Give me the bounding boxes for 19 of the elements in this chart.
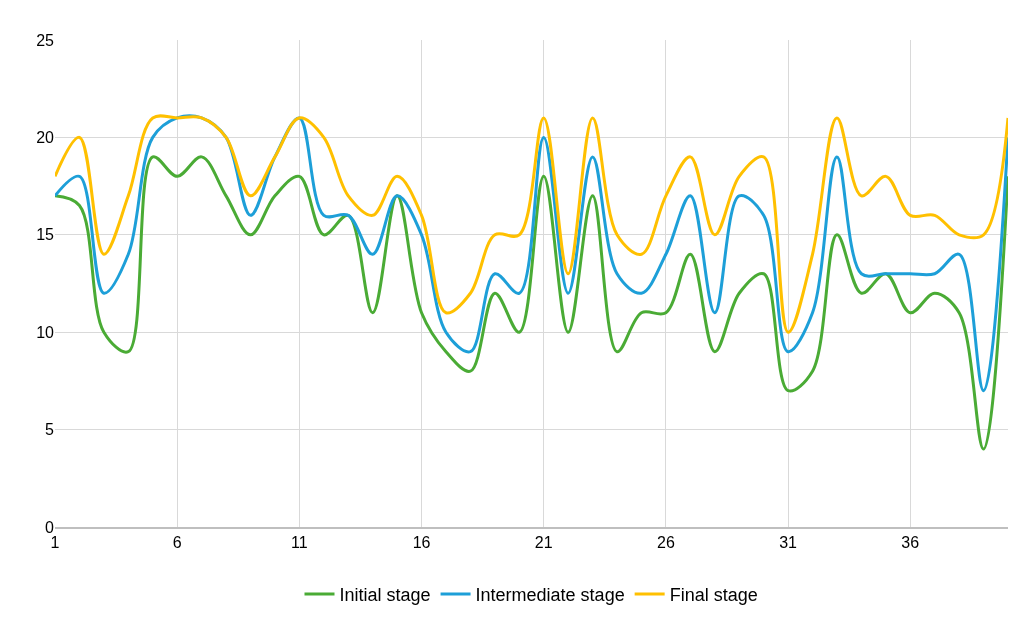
y-tick-label: 25 [36,31,55,49]
x-tick-label: 16 [412,534,431,552]
legend-label: Intermediate stage [475,584,625,605]
legend-label: Final stage [669,584,758,605]
x-tick-label: 36 [901,534,920,552]
x-tick-label: 26 [657,534,675,552]
y-tick-label: 10 [36,323,55,341]
y-tick-label: 5 [45,421,55,439]
x-tick-label: 6 [172,534,182,552]
y-tick-label: 15 [36,226,55,244]
x-tick-label: 21 [534,534,553,552]
y-tick-label: 0 [45,518,55,536]
x-tick-label: 11 [291,534,308,552]
x-tick-label: 31 [779,534,798,552]
legend-label: Initial stage [339,584,431,605]
line-series [55,155,1008,451]
x-tick-label: 1 [50,534,60,552]
line-series [55,115,1008,334]
y-tick-label: 20 [36,129,55,146]
